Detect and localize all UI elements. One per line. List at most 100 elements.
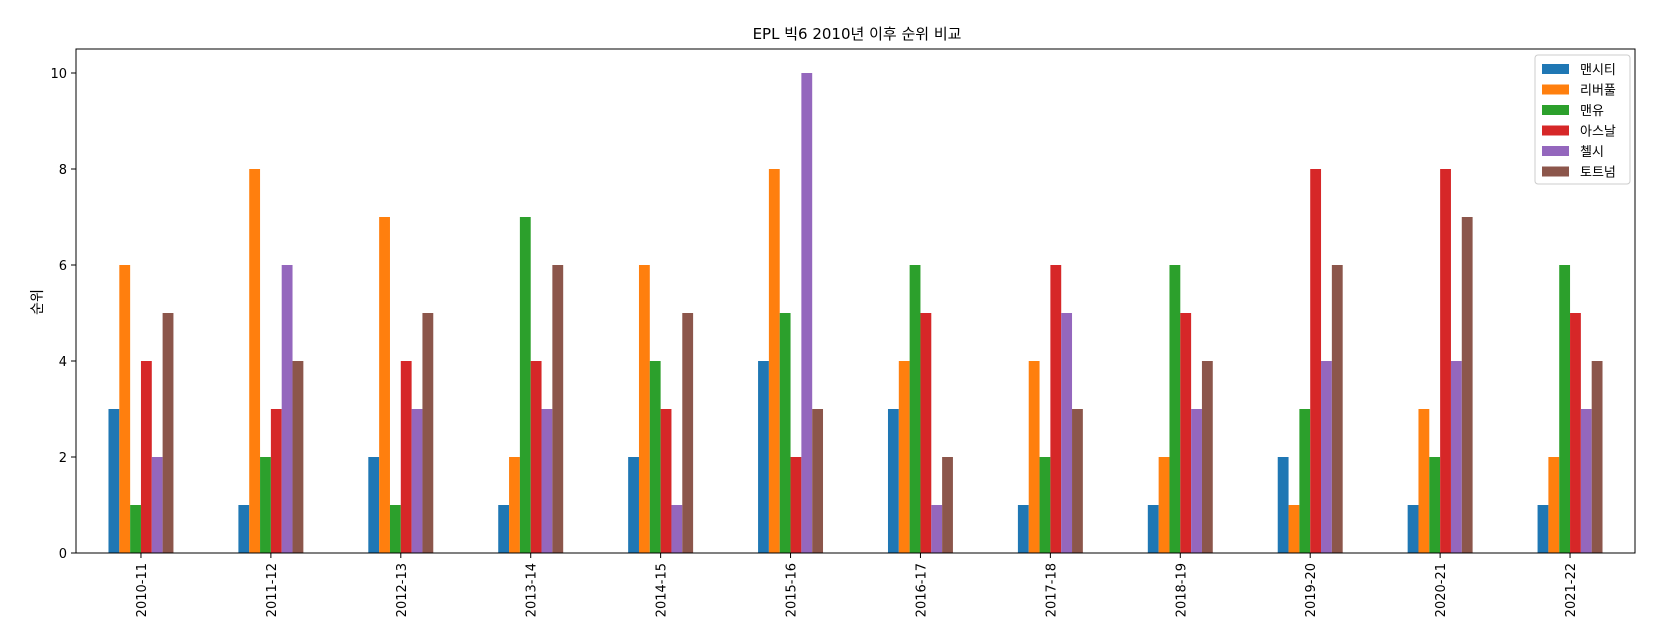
bar-2013-14-토트넘 — [552, 265, 564, 553]
legend-label-아스날: 아스날 — [1580, 125, 1616, 140]
bar-2018-19-아스날 — [1180, 313, 1192, 553]
bar-2018-19-첼시 — [1191, 409, 1202, 553]
bar-2021-22-아스날 — [1570, 313, 1581, 553]
bar-2014-15-맨시티 — [628, 457, 639, 553]
bar-2021-22-맨시티 — [1537, 505, 1549, 553]
bar-2019-20-아스날 — [1310, 169, 1322, 553]
bar-2013-14-리버풀 — [509, 457, 520, 553]
legend-swatch-리버풀 — [1542, 84, 1569, 95]
bar-2011-12-맨유 — [260, 457, 271, 553]
y-tick-label: 6 — [59, 259, 67, 274]
bars-layer — [108, 73, 1603, 553]
bar-2016-17-맨시티 — [887, 409, 899, 553]
y-tick-label: 0 — [59, 547, 67, 562]
bar-2020-21-맨시티 — [1407, 505, 1419, 553]
bar-2021-22-리버풀 — [1548, 457, 1560, 553]
legend-swatch-토트넘 — [1542, 166, 1569, 177]
bar-2020-21-토트넘 — [1461, 217, 1473, 553]
bar-2019-20-리버풀 — [1288, 505, 1300, 553]
x-tick-label: 2021-22 — [1564, 563, 1579, 617]
bar-2019-20-맨유 — [1299, 409, 1311, 553]
bar-2015-16-맨유 — [779, 313, 791, 553]
bar-2015-16-리버풀 — [768, 169, 780, 553]
bar-2015-16-첼시 — [801, 73, 813, 553]
bar-2020-21-아스날 — [1440, 169, 1451, 553]
legend-swatch-맨시티 — [1542, 64, 1569, 74]
bar-2010-11-맨유 — [130, 505, 141, 553]
bar-2014-15-리버풀 — [638, 265, 650, 553]
legend-label-맨시티: 맨시티 — [1580, 63, 1616, 78]
x-tick-label: 2015-16 — [785, 563, 800, 617]
bar-2013-14-맨시티 — [498, 505, 510, 553]
legend-label-첼시: 첼시 — [1580, 145, 1604, 160]
legend-swatch-첼시 — [1542, 146, 1569, 156]
bar-2017-18-리버풀 — [1028, 361, 1040, 553]
bar-2016-17-아스날 — [920, 313, 932, 553]
bar-2020-21-첼시 — [1450, 361, 1462, 553]
bar-2011-12-맨시티 — [238, 505, 250, 553]
bar-2018-19-리버풀 — [1158, 457, 1170, 553]
bar-2019-20-맨시티 — [1277, 457, 1289, 553]
y-tick-label: 2 — [59, 451, 67, 466]
bar-2017-18-첼시 — [1061, 313, 1073, 553]
bar-2012-13-리버풀 — [379, 217, 390, 553]
legend-label-리버풀: 리버풀 — [1580, 84, 1616, 99]
bar-2013-14-아스날 — [530, 361, 542, 553]
bar-2013-14-첼시 — [541, 409, 553, 553]
bar-2021-22-토트넘 — [1591, 361, 1603, 553]
legend-label-맨유: 맨유 — [1580, 104, 1604, 119]
bar-2014-15-첼시 — [671, 505, 683, 553]
bar-2010-11-맨시티 — [108, 409, 120, 553]
bar-2011-12-토트넘 — [292, 361, 304, 553]
bar-2014-15-토트넘 — [682, 313, 694, 553]
x-tick-label: 2018-19 — [1174, 563, 1189, 617]
bar-2016-17-맨유 — [909, 265, 921, 553]
x-tick-label: 2016-17 — [915, 563, 930, 617]
y-tick-label: 4 — [59, 355, 67, 370]
bar-2012-13-맨유 — [389, 505, 401, 553]
bar-2018-19-토트넘 — [1201, 361, 1213, 553]
bar-2012-13-맨시티 — [368, 457, 380, 553]
bar-2019-20-토트넘 — [1331, 265, 1343, 553]
bar-2015-16-토트넘 — [812, 409, 824, 553]
legend-label-토트넘: 토트넘 — [1580, 166, 1616, 181]
x-tick-label: 2020-21 — [1434, 563, 1449, 617]
bar-2016-17-토트넘 — [942, 457, 953, 553]
bar-2021-22-맨유 — [1559, 265, 1571, 553]
x-tick-label: 2017-18 — [1044, 563, 1059, 617]
bar-2018-19-맨시티 — [1147, 505, 1159, 553]
y-tick-label: 8 — [59, 163, 67, 178]
bar-2021-22-첼시 — [1580, 409, 1592, 553]
bar-2010-11-아스날 — [140, 361, 152, 553]
bar-2012-13-토트넘 — [422, 313, 434, 553]
bar-2010-11-토트넘 — [162, 313, 174, 553]
bar-2011-12-아스날 — [270, 409, 282, 553]
y-tick-label: 10 — [50, 67, 67, 82]
x-tick-label: 2013-14 — [525, 563, 540, 617]
bar-2016-17-첼시 — [931, 505, 943, 553]
bar-2019-20-첼시 — [1321, 361, 1332, 553]
bar-2013-14-맨유 — [519, 217, 531, 553]
bar-2010-11-첼시 — [151, 457, 163, 553]
bar-2017-18-아스날 — [1050, 265, 1062, 553]
bar-2012-13-첼시 — [411, 409, 423, 553]
bar-2011-12-리버풀 — [249, 169, 261, 553]
x-tick-label: 2019-20 — [1304, 563, 1319, 617]
bar-2020-21-맨유 — [1429, 457, 1441, 553]
bar-2017-18-맨유 — [1039, 457, 1051, 553]
x-tick-label: 2014-15 — [655, 563, 670, 617]
x-tick-label: 2011-12 — [265, 563, 280, 617]
bar-2020-21-리버풀 — [1418, 409, 1430, 553]
legend-swatch-맨유 — [1542, 105, 1569, 115]
x-tick-label: 2010-11 — [135, 563, 150, 617]
axes-layer: 0 2 4 6 8 10 2010-11 2011-12 2012-13 2013-14 2014-… — [50, 48, 1636, 617]
y-axis-label: 순위 — [30, 289, 46, 315]
bar-2015-16-맨시티 — [758, 361, 769, 553]
bar-2018-19-맨유 — [1169, 265, 1181, 553]
bar-2014-15-아스날 — [660, 409, 672, 553]
bar-2014-15-맨유 — [649, 361, 661, 553]
bar-2016-17-리버풀 — [898, 361, 910, 553]
